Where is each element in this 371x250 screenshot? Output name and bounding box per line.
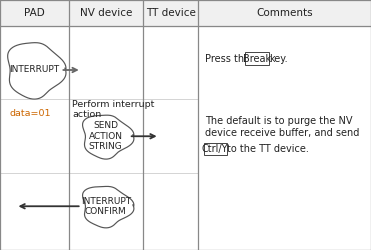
Text: PAD: PAD <box>24 8 45 18</box>
FancyBboxPatch shape <box>204 143 227 154</box>
FancyBboxPatch shape <box>245 52 269 65</box>
Text: NV device: NV device <box>79 8 132 18</box>
Text: TT device: TT device <box>146 8 196 18</box>
Text: Break: Break <box>243 54 271 64</box>
Text: INTERRUPT: INTERRUPT <box>9 66 59 74</box>
Text: The default is to purge the NV
device receive buffer, and send: The default is to purge the NV device re… <box>205 116 359 138</box>
Text: to the TT device.: to the TT device. <box>227 144 309 154</box>
Text: Ctrl/Y: Ctrl/Y <box>202 144 229 154</box>
Text: INTERRUPT
CONFIRM: INTERRUPT CONFIRM <box>81 196 131 216</box>
Text: Press the: Press the <box>205 54 250 64</box>
Text: data=01: data=01 <box>9 109 51 118</box>
Text: key.: key. <box>269 54 288 64</box>
Text: Perform interrupt
action: Perform interrupt action <box>72 100 155 119</box>
Text: SEND
ACTION
STRING: SEND ACTION STRING <box>89 121 123 151</box>
Text: Comments: Comments <box>256 8 313 18</box>
